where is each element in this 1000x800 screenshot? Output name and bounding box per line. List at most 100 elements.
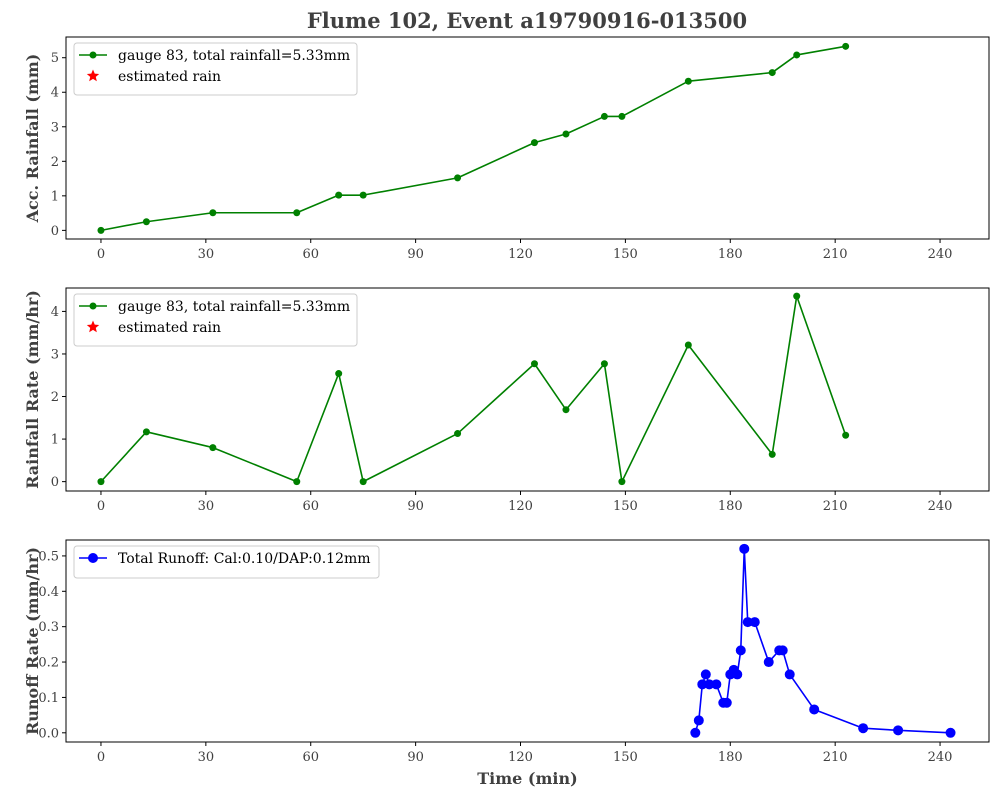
data-point: [142, 218, 150, 226]
legend-marker: [88, 553, 98, 563]
data-point: [209, 444, 217, 452]
x-tick-label: 120: [508, 499, 533, 514]
y-axis-label: Runoff Rate (mm/hr): [23, 547, 42, 735]
data-point: [842, 431, 850, 439]
x-tick-label: 210: [823, 247, 848, 262]
y-tick-label: 2: [51, 390, 59, 405]
y-tick-label: 0.4: [38, 585, 59, 600]
y-tick-label: 2: [51, 155, 59, 170]
data-point: [749, 617, 760, 628]
x-tick-label: 180: [718, 750, 743, 765]
axes-frame: [65, 287, 990, 492]
x-tick-label: 210: [823, 750, 848, 765]
chart-panel-3: 0 30 60 90 120 150 180 210 240 0.0 0.1 0.2 0.3 0.4 0.5…: [23, 539, 990, 788]
data-point: [618, 112, 626, 120]
legend: gauge 83, total rainfall=5.33mm estimated…: [73, 293, 358, 347]
x-tick-label: 120: [508, 750, 533, 765]
y-tick-label: 4: [51, 86, 59, 101]
x-tick-label: 90: [407, 499, 424, 514]
data-point: [209, 209, 217, 217]
legend-box: [73, 42, 358, 96]
legend-label: gauge 83, total rainfall=5.33mm: [118, 299, 350, 315]
chart-panel-2: 0 30 60 90 120 150 180 210 240 0 1 2 3 4 Rainfall Rate…: [23, 287, 990, 514]
data-point: [739, 543, 750, 554]
y-tick-label: 3: [51, 347, 59, 362]
x-tick-label: 240: [928, 247, 953, 262]
data-point: [809, 704, 820, 715]
x-tick-label: 0: [97, 750, 105, 765]
data-point: [763, 657, 774, 668]
legend-label: gauge 83, total rainfall=5.33mm: [118, 48, 350, 64]
x-tick-label: 120: [508, 247, 533, 262]
data-point: [293, 209, 301, 217]
data-point: [858, 723, 869, 734]
data-point: [142, 428, 150, 436]
figure-title: Flume 102, Event a19790916-013500: [307, 8, 747, 33]
y-tick-label: 0.3: [38, 620, 59, 635]
y-tick-label: 5: [51, 51, 59, 66]
data-point: [704, 679, 715, 690]
data-point: [735, 645, 746, 656]
data-point: [359, 191, 367, 199]
data-point: [97, 478, 105, 486]
data-point: [721, 697, 732, 708]
data-point: [700, 669, 711, 680]
legend-box: [73, 293, 358, 347]
x-tick-label: 0: [97, 499, 105, 514]
data-point: [768, 450, 776, 458]
x-tick-label: 60: [302, 247, 319, 262]
data-point: [693, 715, 704, 726]
y-tick-label: 0.1: [38, 691, 59, 706]
y-tick-label: 0: [51, 224, 59, 239]
x-tick-label: 30: [198, 247, 215, 262]
legend-label: Total Runoff: Cal:0.10/DAP:0.12mm: [118, 551, 371, 567]
x-axis-label: Time (min): [477, 769, 577, 788]
x-tick-label: 30: [198, 750, 215, 765]
legend-marker: [89, 302, 97, 310]
data-point: [600, 360, 608, 368]
x-tick-label: 150: [613, 247, 638, 262]
legend-marker: [89, 51, 97, 59]
axes-frame: [65, 539, 990, 743]
x-tick-label: 150: [613, 499, 638, 514]
data-point: [335, 370, 343, 378]
legend: gauge 83, total rainfall=5.33mm estimated…: [73, 42, 358, 96]
plot-area: [97, 292, 850, 486]
plot-area: [97, 42, 850, 234]
data-point: [690, 727, 701, 738]
x-tick-label: 180: [718, 247, 743, 262]
x-tick-label: 240: [928, 499, 953, 514]
x-tick-label: 30: [198, 499, 215, 514]
data-point: [793, 292, 801, 300]
x-tick-label: 60: [302, 750, 319, 765]
data-point: [335, 191, 343, 199]
data-point: [711, 679, 722, 690]
y-tick-label: 1: [51, 433, 59, 448]
legend-box: [73, 545, 380, 579]
data-point: [562, 406, 570, 414]
data-point: [732, 669, 743, 680]
x-tick-label: 240: [928, 750, 953, 765]
data-point: [97, 226, 105, 234]
axes-frame: [65, 36, 990, 240]
legend-label: estimated rain: [118, 69, 221, 85]
y-tick-label: 1: [51, 189, 59, 204]
x-tick-label: 90: [407, 247, 424, 262]
legend-marker-star: [86, 320, 100, 333]
data-point: [454, 174, 462, 182]
y-tick-label: 3: [51, 120, 59, 135]
data-point: [684, 77, 692, 85]
data-point: [359, 478, 367, 486]
series-line: [694, 548, 951, 734]
y-tick-label: 0: [51, 475, 59, 490]
data-point: [893, 725, 904, 736]
data-point: [562, 130, 570, 138]
legend: Total Runoff: Cal:0.10/DAP:0.12mm: [73, 545, 380, 579]
data-point: [777, 645, 788, 656]
legend-marker-star: [86, 69, 100, 82]
x-tick-label: 180: [718, 499, 743, 514]
x-tick-label: 210: [823, 499, 848, 514]
x-tick-label: 150: [613, 750, 638, 765]
